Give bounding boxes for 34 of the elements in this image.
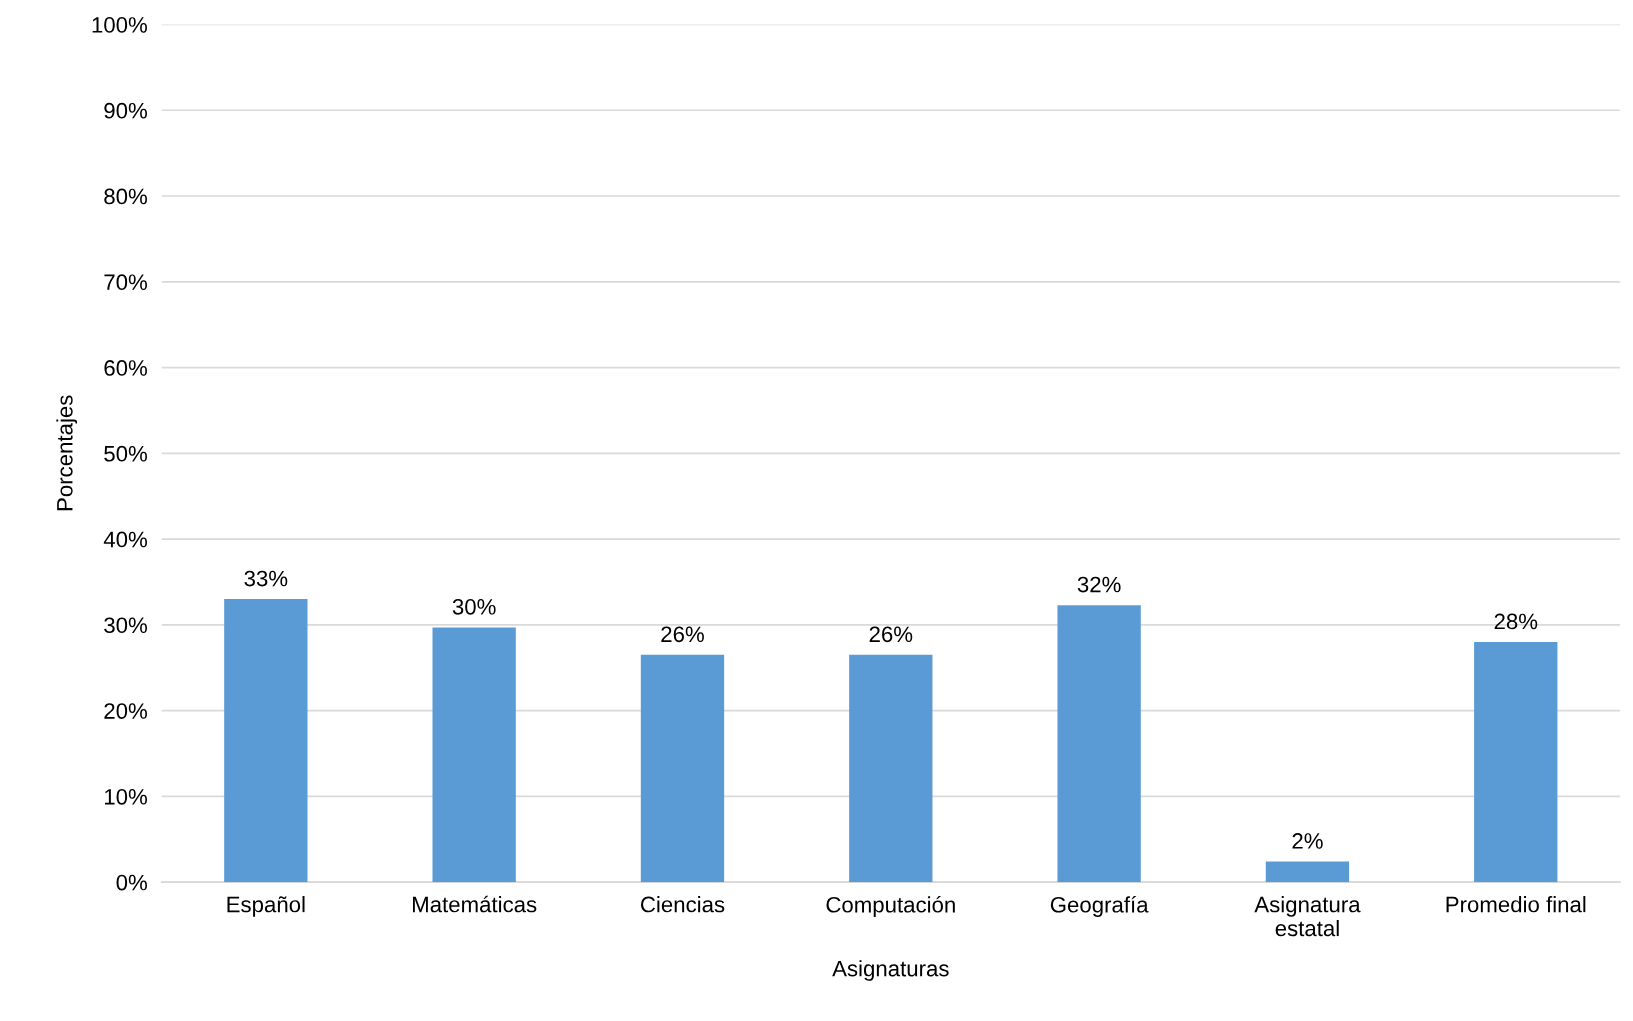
y-tick-label: 60% bbox=[104, 360, 147, 376]
data-label: 2% bbox=[1292, 833, 1323, 849]
x-tick-label: Asignatura estatal bbox=[1254, 896, 1361, 937]
data-label: 30% bbox=[452, 598, 496, 615]
x-tick-label: Promedio final bbox=[1446, 896, 1586, 913]
bar bbox=[1474, 642, 1558, 883]
bar bbox=[224, 599, 308, 883]
bar bbox=[1057, 605, 1141, 883]
y-tick-label: 90% bbox=[104, 102, 147, 119]
x-tick-label: Computación bbox=[826, 896, 955, 918]
data-label: 26% bbox=[869, 626, 913, 643]
data-label: 26% bbox=[661, 626, 704, 643]
x-tick-label: Geografía bbox=[1050, 896, 1149, 918]
y-tick-label: 30% bbox=[104, 617, 147, 634]
x-axis-title: Asignaturas bbox=[832, 960, 949, 981]
data-label: 28% bbox=[1494, 613, 1538, 630]
y-tick-label: 0% bbox=[116, 874, 147, 891]
x-tick-label: Español bbox=[227, 896, 305, 917]
x-tick-label: Matemáticas bbox=[413, 895, 537, 913]
y-tick-label: 70% bbox=[104, 274, 147, 291]
bar bbox=[1265, 861, 1350, 883]
y-tick-label: 100% bbox=[92, 17, 147, 33]
data-label: 33% bbox=[244, 570, 288, 587]
bar bbox=[849, 654, 933, 883]
y-tick-label: 40% bbox=[103, 531, 147, 548]
y-axis-title: Porcentajes bbox=[56, 395, 78, 511]
bar bbox=[432, 627, 516, 883]
bar bbox=[640, 654, 725, 883]
y-tick-label: 20% bbox=[104, 703, 147, 719]
x-tick-label: Ciencias bbox=[641, 896, 725, 913]
y-tick-label: 80% bbox=[104, 188, 147, 205]
data-label: 32% bbox=[1077, 576, 1121, 593]
y-tick-label: 10% bbox=[105, 788, 147, 805]
y-tick-label: 50% bbox=[104, 445, 147, 462]
